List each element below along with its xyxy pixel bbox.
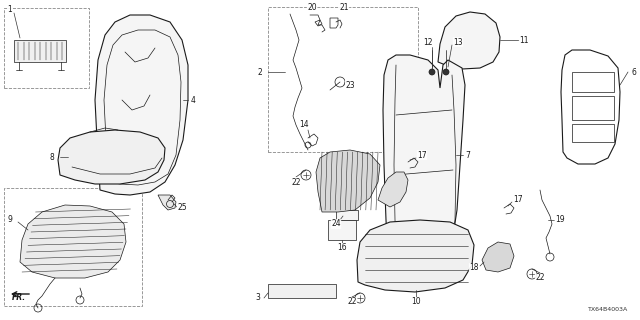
Circle shape bbox=[443, 69, 449, 75]
Text: TX64B4003A: TX64B4003A bbox=[588, 307, 628, 312]
Bar bbox=[268, 284, 336, 298]
Text: 10: 10 bbox=[411, 298, 421, 307]
Text: 3: 3 bbox=[255, 293, 260, 302]
Polygon shape bbox=[383, 55, 465, 267]
Text: FR.: FR. bbox=[12, 293, 26, 302]
Text: 17: 17 bbox=[417, 150, 427, 159]
Text: 24: 24 bbox=[331, 220, 341, 228]
Polygon shape bbox=[357, 220, 474, 292]
Text: 19: 19 bbox=[555, 215, 565, 225]
Polygon shape bbox=[58, 130, 165, 184]
Text: 22: 22 bbox=[348, 298, 356, 307]
Polygon shape bbox=[482, 242, 514, 272]
Text: 17: 17 bbox=[513, 196, 523, 204]
Polygon shape bbox=[20, 205, 126, 278]
Text: 9: 9 bbox=[8, 215, 12, 225]
Polygon shape bbox=[572, 72, 614, 92]
Bar bbox=[328, 220, 356, 240]
Polygon shape bbox=[14, 40, 66, 62]
Text: 6: 6 bbox=[632, 68, 636, 76]
Text: 23: 23 bbox=[345, 81, 355, 90]
Text: 2: 2 bbox=[258, 68, 262, 76]
Text: 21: 21 bbox=[339, 3, 349, 12]
Text: 22: 22 bbox=[535, 274, 545, 283]
Text: 8: 8 bbox=[50, 153, 54, 162]
Text: 16: 16 bbox=[337, 244, 347, 252]
Text: 1: 1 bbox=[8, 4, 12, 13]
Polygon shape bbox=[438, 12, 500, 69]
Text: 7: 7 bbox=[465, 150, 470, 159]
Polygon shape bbox=[316, 150, 380, 212]
Circle shape bbox=[429, 69, 435, 75]
Bar bbox=[336, 210, 358, 220]
Text: 25: 25 bbox=[177, 203, 187, 212]
Polygon shape bbox=[95, 15, 188, 195]
Text: 11: 11 bbox=[519, 36, 529, 44]
Polygon shape bbox=[572, 124, 614, 142]
Bar bbox=[4, 188, 142, 306]
Text: 20: 20 bbox=[307, 3, 317, 12]
Polygon shape bbox=[572, 96, 614, 120]
Bar bbox=[268, 7, 418, 152]
Bar bbox=[4, 8, 89, 88]
Text: 14: 14 bbox=[299, 119, 309, 129]
Text: 4: 4 bbox=[191, 95, 195, 105]
Text: 12: 12 bbox=[423, 37, 433, 46]
Text: 18: 18 bbox=[469, 263, 479, 273]
Polygon shape bbox=[378, 172, 408, 207]
Text: 22: 22 bbox=[291, 178, 301, 187]
Text: 13: 13 bbox=[453, 37, 463, 46]
Polygon shape bbox=[158, 195, 176, 210]
